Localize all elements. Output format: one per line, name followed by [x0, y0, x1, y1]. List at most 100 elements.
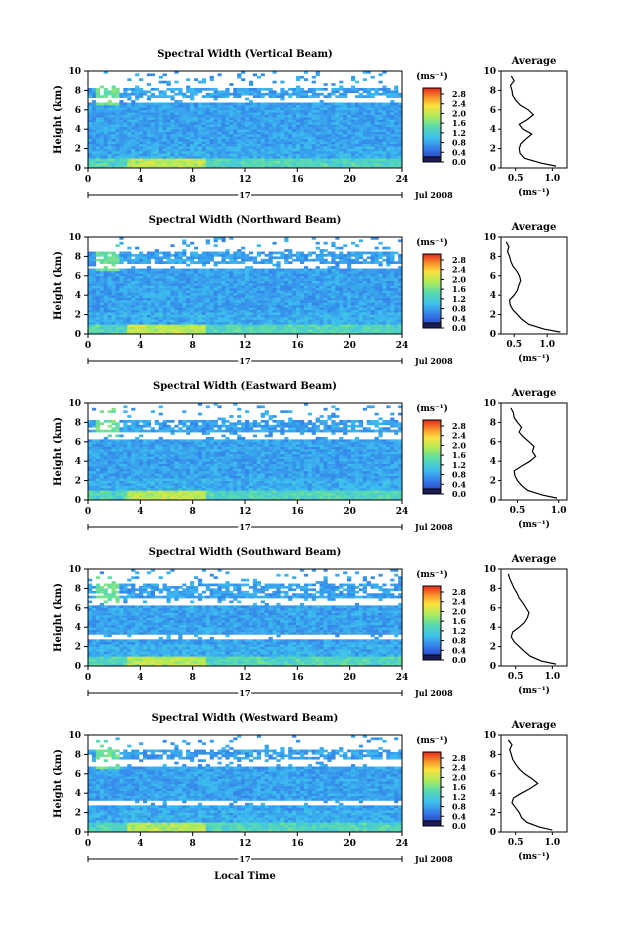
x-tick-label: 8: [190, 175, 196, 185]
y-tick-label: 4: [75, 623, 81, 633]
colorbar-tick-label: 0.0: [452, 655, 466, 665]
colorbar-tick-label: 1.2: [452, 792, 466, 802]
profile-y-tick-label: 10: [483, 565, 496, 575]
y-axis-label: Height (km): [53, 749, 64, 818]
profile-x-tick-label: 1.0: [544, 838, 560, 848]
profile-title: Average: [511, 554, 557, 565]
x-tick-label: 12: [239, 673, 252, 683]
x-tick-label: 4: [137, 507, 143, 517]
x-tick-label: 24: [396, 507, 409, 517]
panel-title: Spectral Width (Westward Beam): [152, 713, 339, 724]
day-label: 17: [239, 688, 250, 698]
colorbar-unit: (ms⁻¹): [416, 569, 448, 580]
profile-frame: [500, 734, 568, 833]
x-tick-label: 8: [190, 507, 196, 517]
y-tick-label: 0: [75, 330, 81, 340]
profile-title: Average: [511, 222, 557, 233]
x-tick-label: 4: [137, 673, 143, 683]
profile-y-tick-label: 4: [490, 623, 496, 633]
profile-y-tick-label: 0: [490, 164, 496, 174]
x-tick-label: 20: [343, 839, 356, 849]
day-label: 17: [239, 522, 250, 532]
colorbar: [422, 253, 442, 329]
colorbar-tick-label: 2.4: [452, 265, 466, 275]
profile-y-tick-label: 8: [490, 418, 496, 428]
profile-y-tick-label: 6: [490, 272, 496, 282]
profile-line: [507, 739, 553, 831]
y-tick-label: 0: [75, 164, 81, 174]
x-tick-label: 4: [137, 839, 143, 849]
date-label: Jul 2008: [414, 190, 453, 200]
colorbar: [422, 419, 442, 495]
y-tick-label: 8: [75, 418, 81, 428]
date-label: Jul 2008: [414, 688, 453, 698]
y-axis-label: Height (km): [53, 417, 64, 486]
x-tick-label: 0: [85, 341, 91, 351]
y-tick-label: 2: [75, 477, 81, 487]
colorbar-unit: (ms⁻¹): [416, 237, 448, 248]
profile-frame: [500, 70, 568, 169]
profile-y-tick-label: 2: [490, 477, 496, 487]
x-tick-label: 4: [137, 175, 143, 185]
x-tick-label: 12: [239, 507, 252, 517]
colorbar-tick-label: 1.6: [452, 616, 466, 626]
colorbar-unit: (ms⁻¹): [416, 403, 448, 414]
profile-x-tick-label: 0.5: [508, 174, 524, 184]
profile-y-tick-label: 10: [483, 399, 496, 409]
x-tick-label: 16: [291, 175, 304, 185]
colorbar-tick-label: 0.4: [452, 147, 466, 157]
colorbar-tick-label: 2.0: [452, 440, 466, 450]
colorbar: [422, 87, 442, 163]
y-axis-label: Height (km): [53, 85, 64, 154]
x-tick-label: 0: [85, 673, 91, 683]
colorbar-tick-label: 1.2: [452, 128, 466, 138]
profile-x-tick-label: 0.5: [508, 672, 524, 682]
profile-y-tick-label: 6: [490, 438, 496, 448]
profile-y-tick-label: 2: [490, 145, 496, 155]
profile-y-tick-label: 0: [490, 496, 496, 506]
profile-y-tick-label: 0: [490, 828, 496, 838]
y-tick-label: 10: [68, 731, 81, 741]
colorbar-tick-label: 2.4: [452, 431, 466, 441]
profile-y-tick-label: 8: [490, 584, 496, 594]
y-tick-label: 2: [75, 643, 81, 653]
profile-y-tick-label: 2: [490, 643, 496, 653]
x-tick-label: 8: [190, 673, 196, 683]
profile-y-tick-label: 0: [490, 330, 496, 340]
y-tick-label: 0: [75, 496, 81, 506]
x-tick-label: 16: [291, 839, 304, 849]
profile-x-tick-label: 1.0: [544, 672, 560, 682]
colorbar-floor: [422, 820, 442, 827]
colorbar-tick-label: 2.8: [452, 753, 466, 763]
profile-y-tick-label: 4: [490, 125, 496, 135]
day-label: 17: [239, 356, 250, 366]
profile-y-tick-label: 6: [490, 106, 496, 116]
x-tick-label: 16: [291, 507, 304, 517]
y-tick-label: 4: [75, 125, 81, 135]
profile-x-tick-label: 1.0: [539, 340, 555, 350]
profile-title: Average: [511, 720, 557, 731]
profile-frame: [500, 402, 568, 501]
x-tick-label: 0: [85, 839, 91, 849]
colorbar-tick-label: 1.6: [452, 450, 466, 460]
colorbar-floor: [422, 654, 442, 661]
colorbar-tick-label: 2.8: [452, 587, 466, 597]
profile-y-tick-label: 2: [490, 809, 496, 819]
colorbar-tick-label: 1.6: [452, 782, 466, 792]
y-tick-label: 10: [68, 233, 81, 243]
profile-x-tick-label: 0.5: [508, 838, 524, 848]
y-tick-label: 0: [75, 662, 81, 672]
colorbar-unit: (ms⁻¹): [416, 71, 448, 82]
y-axis-label: Height (km): [53, 251, 64, 320]
panel-5: Spectral Width (Westward Beam)0246810Hei…: [53, 713, 568, 866]
y-tick-label: 8: [75, 584, 81, 594]
heatmap-cells: [88, 237, 403, 335]
profile-y-tick-label: 8: [490, 252, 496, 262]
colorbar-floor: [422, 488, 442, 495]
profile-title: Average: [511, 56, 557, 67]
y-tick-label: 8: [75, 750, 81, 760]
colorbar-floor: [422, 322, 442, 329]
y-tick-label: 10: [68, 67, 81, 77]
colorbar-tick-label: 2.4: [452, 99, 466, 109]
